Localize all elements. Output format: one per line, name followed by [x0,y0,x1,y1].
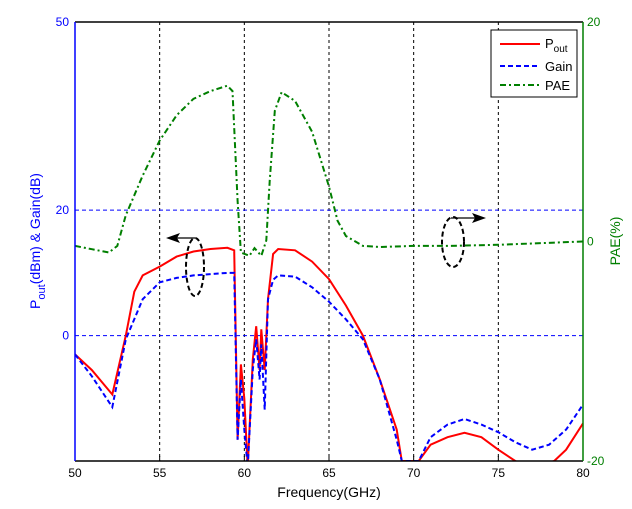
axes: 50 55 60 65 70 75 80 50 20 0 20 0 -20 [56,15,605,480]
x-tick-label: 80 [576,466,590,480]
legend-pout: Pout [545,36,568,55]
annotations [166,213,486,297]
legend-gain: Gain [545,59,572,74]
right-arrow-head [472,213,486,223]
right-axis-marker-ellipse [441,216,465,268]
x-tick-label: 65 [322,466,336,480]
y-right-tick-label: 20 [587,15,601,29]
y-right-tick-label: 0 [587,235,594,249]
legend-pae: PAE [545,78,570,93]
legend: Pout Gain PAE [490,29,578,98]
series-line-gain [75,271,583,461]
y-right-tick-label: -20 [587,454,605,468]
x-tick-label: 55 [153,466,167,480]
x-tick-label: 60 [238,466,252,480]
y-left-tick-label: 20 [56,203,70,217]
y-left-tick-label: 0 [62,329,69,343]
y-axis-label-left: Pout(dBm) & Gain(dB) [27,173,48,309]
series-lines [75,84,583,461]
x-tick-label: 70 [407,466,421,480]
series-line-pae [75,84,583,258]
y-axis-label-right: PAE(%) [607,217,623,266]
y-left-tick-label: 50 [56,15,70,29]
x-axis-label: Frequency(GHz) [277,484,380,500]
x-tick-label: 50 [68,466,82,480]
left-axis-marker-ellipse [185,237,205,297]
left-arrow-head [166,233,180,243]
x-tick-label: 75 [492,466,506,480]
